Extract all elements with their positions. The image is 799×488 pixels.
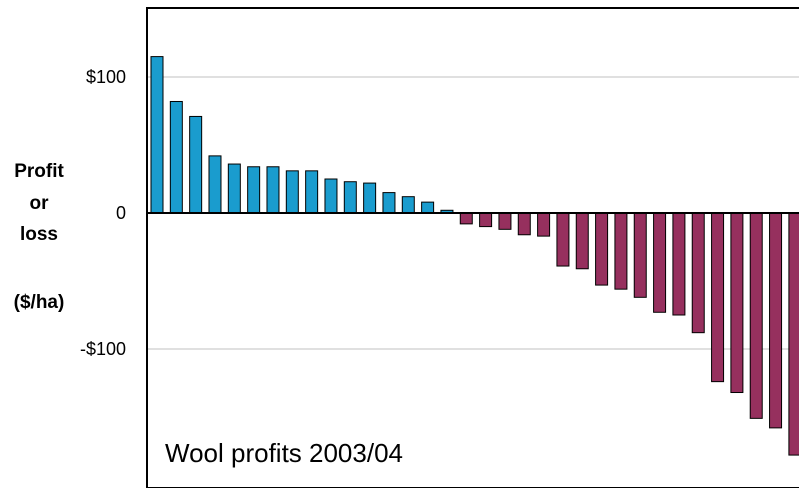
plot-frame	[146, 7, 799, 488]
y-axis-label-line-3: loss	[19, 224, 59, 245]
bar	[691, 212, 705, 334]
bar	[711, 212, 725, 383]
bar	[575, 212, 589, 270]
bar	[421, 201, 435, 214]
bar	[189, 115, 203, 214]
bar	[285, 170, 299, 214]
bar	[247, 166, 261, 214]
bar	[517, 212, 531, 236]
bar	[653, 212, 667, 313]
y-axis-label-line-1: Profit	[14, 161, 64, 182]
bar	[382, 192, 396, 214]
bar	[305, 170, 319, 214]
y-axis-label-line-4: ($/ha)	[13, 292, 65, 313]
bar	[208, 155, 222, 214]
bar	[614, 212, 628, 290]
bar	[595, 212, 609, 286]
bar	[150, 56, 164, 214]
bar	[401, 196, 415, 214]
bar	[343, 181, 357, 214]
bar	[324, 178, 338, 214]
bar	[498, 212, 512, 230]
bar	[169, 100, 183, 214]
bar	[227, 163, 241, 214]
bar	[537, 212, 551, 237]
bar	[788, 212, 799, 456]
bar	[479, 212, 493, 228]
y-tick-label: $100	[86, 67, 126, 87]
bar	[730, 212, 744, 394]
y-tick-label: -$100	[80, 339, 126, 359]
bar	[556, 212, 570, 267]
bar	[672, 212, 686, 316]
bar	[459, 212, 473, 225]
bar	[633, 212, 647, 298]
chart-annotation: Wool profits 2003/04	[165, 438, 403, 468]
bar	[769, 212, 783, 429]
bar	[363, 182, 377, 214]
bar	[266, 166, 280, 214]
y-tick-label: 0	[116, 203, 126, 223]
y-axis-label-line-2: or	[29, 193, 49, 214]
bar	[749, 212, 763, 419]
